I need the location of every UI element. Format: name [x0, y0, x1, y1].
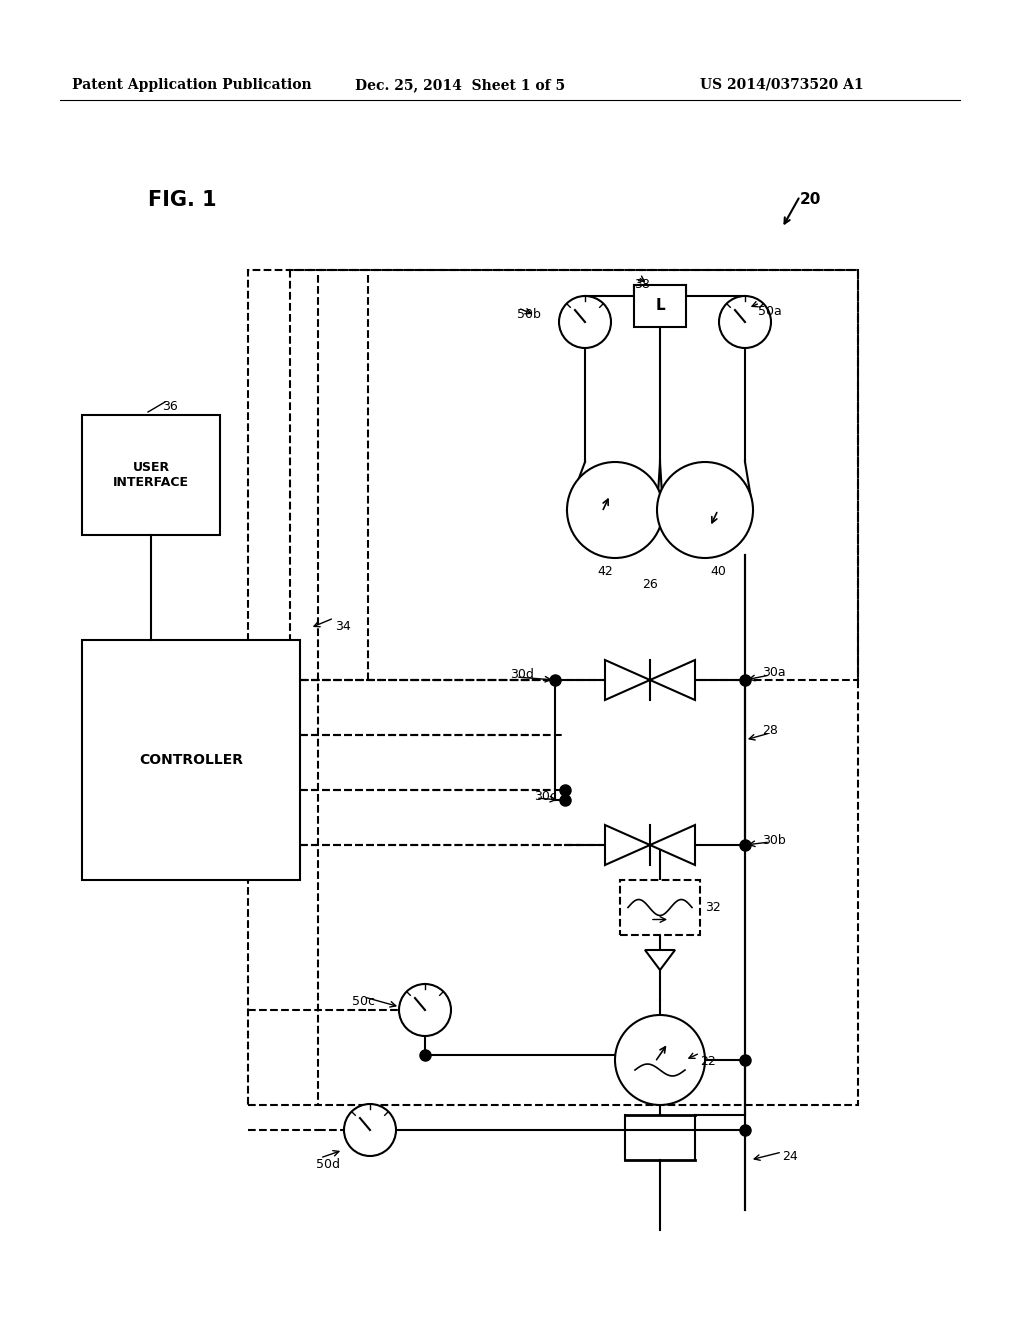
Text: 50a: 50a: [758, 305, 781, 318]
Text: 30d: 30d: [510, 668, 534, 681]
Text: 22: 22: [700, 1055, 716, 1068]
Circle shape: [567, 462, 663, 558]
Text: 50d: 50d: [316, 1158, 340, 1171]
Polygon shape: [650, 660, 695, 700]
Text: 40: 40: [710, 565, 726, 578]
Text: FIG. 1: FIG. 1: [148, 190, 217, 210]
Text: 30b: 30b: [762, 833, 785, 846]
Bar: [248, 271, 858, 1105]
Polygon shape: [605, 825, 650, 865]
Text: 34: 34: [335, 620, 351, 634]
Polygon shape: [650, 825, 695, 865]
Text: 26: 26: [642, 578, 657, 591]
Text: 38: 38: [634, 279, 650, 290]
Text: 32: 32: [705, 902, 721, 913]
Text: 28: 28: [762, 723, 778, 737]
Text: L: L: [655, 298, 665, 314]
Bar: [634, 285, 686, 327]
Bar: [82, 414, 220, 535]
Text: 20: 20: [800, 191, 821, 207]
Text: 42: 42: [597, 565, 613, 578]
Bar: [290, 271, 858, 680]
Text: 30a: 30a: [762, 665, 785, 678]
Circle shape: [615, 1015, 705, 1105]
Bar: [620, 880, 700, 935]
Text: CONTROLLER: CONTROLLER: [139, 752, 243, 767]
Text: USER
INTERFACE: USER INTERFACE: [113, 461, 189, 488]
Text: 50c: 50c: [352, 995, 375, 1008]
Text: Dec. 25, 2014  Sheet 1 of 5: Dec. 25, 2014 Sheet 1 of 5: [355, 78, 565, 92]
Circle shape: [344, 1104, 396, 1156]
Text: 50b: 50b: [517, 308, 541, 321]
Text: 24: 24: [782, 1150, 798, 1163]
Text: 36: 36: [162, 400, 178, 413]
Circle shape: [399, 983, 451, 1036]
Circle shape: [559, 296, 611, 348]
Text: 30c: 30c: [534, 791, 557, 804]
Circle shape: [657, 462, 753, 558]
Text: Patent Application Publication: Patent Application Publication: [72, 78, 311, 92]
Circle shape: [719, 296, 771, 348]
Text: US 2014/0373520 A1: US 2014/0373520 A1: [700, 78, 863, 92]
Bar: [82, 640, 300, 880]
Polygon shape: [605, 660, 650, 700]
Polygon shape: [645, 950, 675, 970]
